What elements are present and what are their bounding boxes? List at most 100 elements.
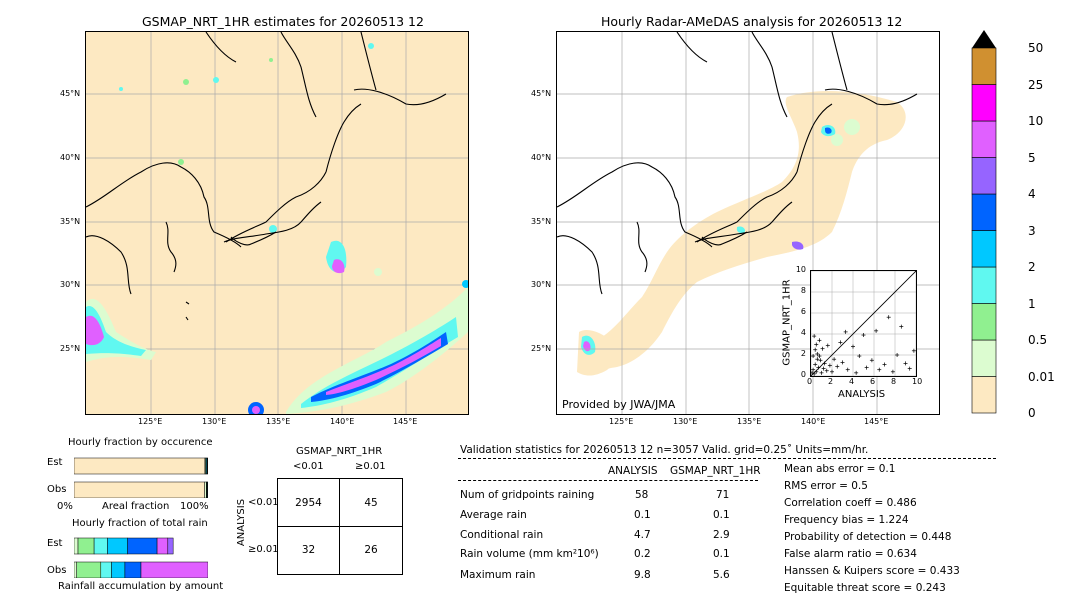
colorbar-segment: [971, 339, 997, 377]
scatter-y-tick: 8: [800, 286, 806, 295]
rain-fraction-obs-label: Obs: [47, 565, 67, 576]
scatter-inset: [810, 270, 917, 377]
scatter-point: [854, 370, 859, 375]
fraction-bar-segment: [206, 457, 209, 475]
scatter-point: [824, 368, 829, 373]
stat-row-label: Rain volume (mm km²10⁶): [460, 548, 599, 560]
stat-row-label: Num of gridpoints raining: [460, 489, 595, 501]
right-lat-label-30: 30°N: [531, 280, 552, 289]
occurrence-x0: 0%: [57, 501, 73, 512]
occurrence-obs-label: Obs: [47, 484, 67, 495]
scatter-point: [838, 340, 843, 345]
occurrence-x100: 100%: [180, 501, 209, 512]
rain-fraction-chart: [73, 532, 209, 579]
occurrence-chart: [73, 452, 209, 499]
fraction-bar-segment: [77, 537, 95, 555]
stat-row-analysis: 58: [635, 489, 649, 501]
scatter-point: [840, 360, 845, 365]
left-lat-label-35: 35°N: [60, 217, 81, 226]
left-lon-label-130: 130°E: [202, 417, 227, 426]
scatter-point: [817, 354, 822, 359]
left-map: 45°N: [85, 31, 469, 415]
right-lon-label-140: 140°E: [801, 417, 826, 426]
validation-col-analysis: ANALYSIS: [608, 465, 658, 477]
occurrence-bars: [73, 457, 209, 499]
score-line: False alarm ratio = 0.634: [784, 548, 917, 560]
scatter-point: [903, 361, 908, 366]
stat-row-label: Average rain: [460, 509, 527, 521]
left-map-title: GSMAP_NRT_1HR estimates for 20260513 12: [142, 14, 424, 29]
occurrence-title: Hourly fraction by occurence: [68, 437, 213, 448]
validation-divider-top: [458, 458, 996, 459]
stat-row-analysis: 0.2: [634, 548, 651, 560]
colorbar-segment: [971, 84, 997, 122]
scatter-point: [907, 366, 912, 371]
stat-row-label: Conditional rain: [460, 529, 544, 541]
stat-row-gsmap: 0.1: [713, 548, 730, 560]
fraction-bar-segment: [156, 537, 169, 555]
stat-row-gsmap: 0.1: [713, 509, 730, 521]
scatter-point: [882, 362, 887, 367]
scatter-x-tick: 8: [891, 377, 897, 386]
colorbar-segment: [971, 376, 997, 414]
scatter-point: [815, 351, 820, 356]
colorbar-segment: [971, 303, 997, 341]
contingency-col-2: ≥0.01: [355, 461, 386, 472]
scatter-point: [812, 334, 817, 339]
colorbar-extend-arrow: [972, 30, 996, 48]
scatter-ylabel: GSMAP_NRT_1HR: [781, 279, 793, 366]
colorbar-tick-label: 25: [1028, 77, 1044, 92]
score-line: RMS error = 0.5: [784, 480, 868, 492]
right-lon-label-145: 145°E: [864, 417, 889, 426]
score-line: Frequency bias = 1.224: [784, 514, 909, 526]
contingency-table: 2954 45 32 26: [277, 478, 403, 575]
colorbar-tick-label: 1: [1028, 296, 1036, 311]
fraction-bar-segment: [100, 561, 112, 579]
scatter-point: [843, 329, 848, 334]
fraction-bar-segment: [73, 481, 205, 499]
scatter-point: [819, 370, 824, 375]
colorbar-segment: [971, 193, 997, 231]
scatter-y-tick: 4: [800, 328, 806, 337]
stat-row-label: Maximum rain: [460, 569, 536, 581]
contingency-cell-yy: 26: [364, 544, 378, 556]
left-map-coastlines: [86, 32, 447, 321]
right-lat-label-25: 25°N: [531, 344, 552, 353]
scatter-y-tick: 0: [800, 370, 806, 379]
colorbar-segment: [971, 230, 997, 268]
left-lat-label-40: 40°N: [60, 153, 81, 162]
left-lon-label-125: 125°E: [138, 417, 163, 426]
scatter-point: [857, 354, 862, 359]
validation-divider-mid: [458, 480, 758, 481]
scatter-point: [890, 369, 895, 374]
colorbar-tick-label: 50: [1028, 41, 1044, 55]
left-lat-label-45: 45°N: [60, 89, 81, 98]
fraction-bar-segment: [111, 561, 126, 579]
stat-row-gsmap: 71: [716, 489, 730, 501]
colorbar-tick-label: 0.5: [1028, 333, 1048, 347]
fraction-bar-segment: [127, 537, 158, 555]
contingency-header: GSMAP_NRT_1HR: [296, 446, 383, 457]
scatter-point: [851, 344, 855, 349]
colorbar-tick-label: 0: [1028, 406, 1036, 420]
scatter-point: [821, 366, 826, 371]
scatter-y-tick: 2: [800, 349, 806, 358]
colorbar-tick-label: 10: [1028, 114, 1044, 128]
fraction-bar-segment: [207, 481, 209, 499]
scatter-plot: [810, 270, 917, 377]
scatter-point: [899, 324, 904, 329]
right-lat-label-35: 35°N: [531, 217, 552, 226]
scatter-y-ticks: 0 2 4 6 8 10: [792, 265, 808, 379]
validation-col-gsmap: GSMAP_NRT_1HR: [670, 465, 761, 477]
scatter-x-tick: 4: [849, 377, 855, 386]
fraction-bar-segment: [76, 561, 102, 579]
stat-row-analysis: 9.8: [634, 569, 651, 581]
scatter-point: [825, 343, 830, 348]
scatter-y-tick: 10: [795, 265, 806, 274]
right-map-coastlines: [557, 32, 918, 295]
scatter-point: [810, 370, 815, 375]
scatter-point: [830, 369, 834, 374]
contingency-col-1: <0.01: [293, 461, 324, 472]
scatter-point: [817, 338, 822, 343]
scatter-point: [886, 315, 891, 320]
